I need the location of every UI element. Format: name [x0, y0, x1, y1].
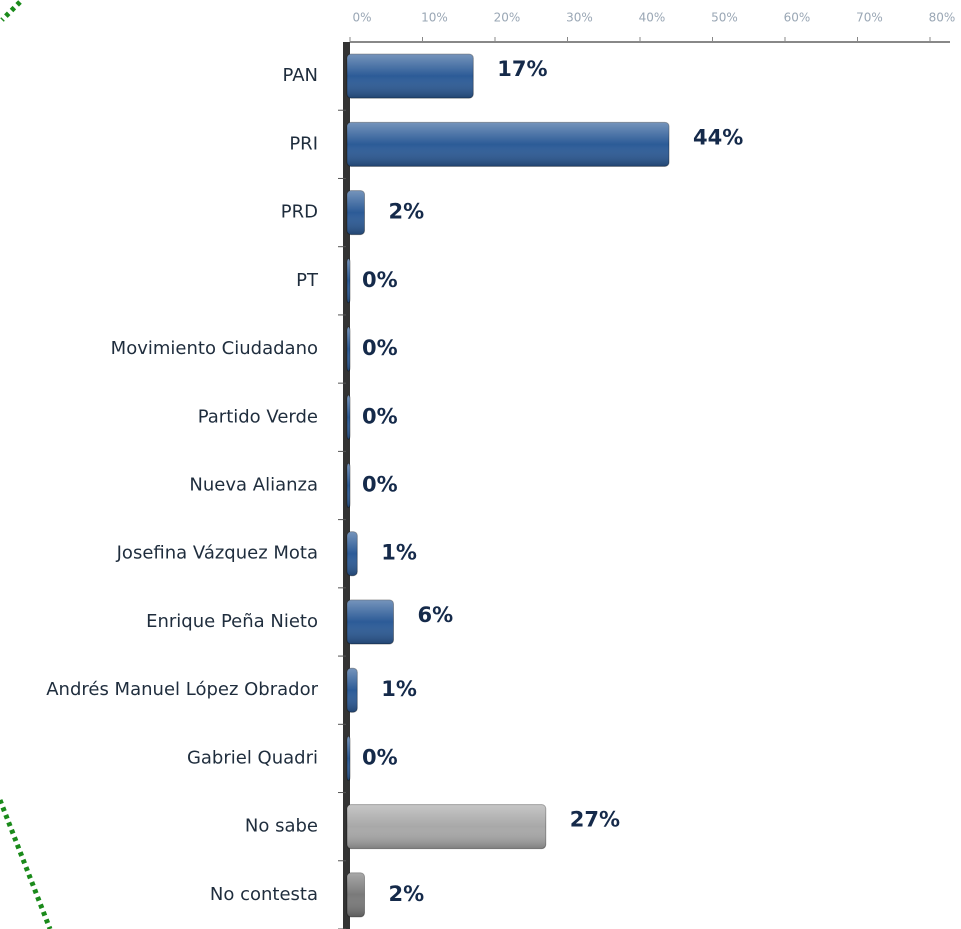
x-tick-label: 40%: [639, 11, 666, 25]
x-tick-label: 80%: [929, 11, 956, 25]
chart: 0% 10% 20% 30% 40% 50% 60% 70% 80% PAN PRI PRD PT Mov…: [0, 0, 961, 929]
y-tick-label: PAN: [283, 65, 318, 86]
y-tick-label: No sabe: [245, 816, 318, 837]
x-tick-label: 60%: [784, 11, 811, 25]
bar-shade: [347, 54, 473, 98]
corner-decoration: [2, 2, 20, 20]
x-tick-label: 10%: [421, 11, 448, 25]
plot-area: 0% 10% 20% 30% 40% 50% 60% 70% 80% PAN PRI PRD PT Mov…: [46, 11, 955, 929]
y-tick-label: Movimiento Ciudadano: [111, 338, 318, 359]
y-tick-label: Partido Verde: [198, 406, 318, 427]
x-tick-label: 0%: [352, 11, 371, 25]
y-tick-label: No contesta: [210, 884, 318, 905]
bar-shade: [347, 805, 546, 849]
value-label: 0%: [362, 745, 398, 769]
bar-shade: [347, 327, 350, 371]
y-tick-label: Josefina Vázquez Mota: [116, 543, 318, 564]
bar-shade: [347, 259, 350, 303]
x-tick-label: 50%: [711, 11, 738, 25]
value-label: 17%: [497, 57, 547, 81]
value-label: 2%: [389, 200, 425, 224]
bar-shade: [347, 395, 350, 439]
bar-shade: [347, 736, 350, 780]
y-tick-label: PT: [296, 270, 319, 291]
value-label: 0%: [362, 404, 398, 428]
value-label: 1%: [381, 541, 417, 565]
bar-shade: [347, 668, 357, 712]
bar-shade: [347, 191, 365, 235]
y-tick-label: PRD: [281, 202, 318, 223]
value-label: 0%: [362, 473, 398, 497]
bar-shade: [347, 873, 365, 917]
bar-shade: [347, 122, 669, 166]
value-label: 1%: [381, 677, 417, 701]
value-label: 0%: [362, 268, 398, 292]
value-label: 44%: [693, 125, 743, 149]
x-tick-label: 70%: [856, 11, 883, 25]
y-tick-label: Enrique Peña Nieto: [146, 611, 318, 632]
y-tick-label: Nueva Alianza: [189, 475, 318, 496]
value-label: 2%: [389, 882, 425, 906]
x-tick-label: 20%: [494, 11, 521, 25]
bar-shade: [347, 600, 394, 644]
bar-shade: [347, 532, 357, 576]
bar-shade: [347, 464, 350, 508]
x-tick-label: 30%: [566, 11, 593, 25]
corner-decoration: [0, 800, 50, 929]
value-label: 0%: [362, 336, 398, 360]
value-label: 6%: [418, 603, 454, 627]
value-label: 27%: [570, 808, 620, 832]
y-tick-label: PRI: [289, 133, 318, 154]
y-tick-label: Andrés Manuel López Obrador: [46, 679, 318, 700]
y-tick-label: Gabriel Quadri: [187, 747, 318, 768]
